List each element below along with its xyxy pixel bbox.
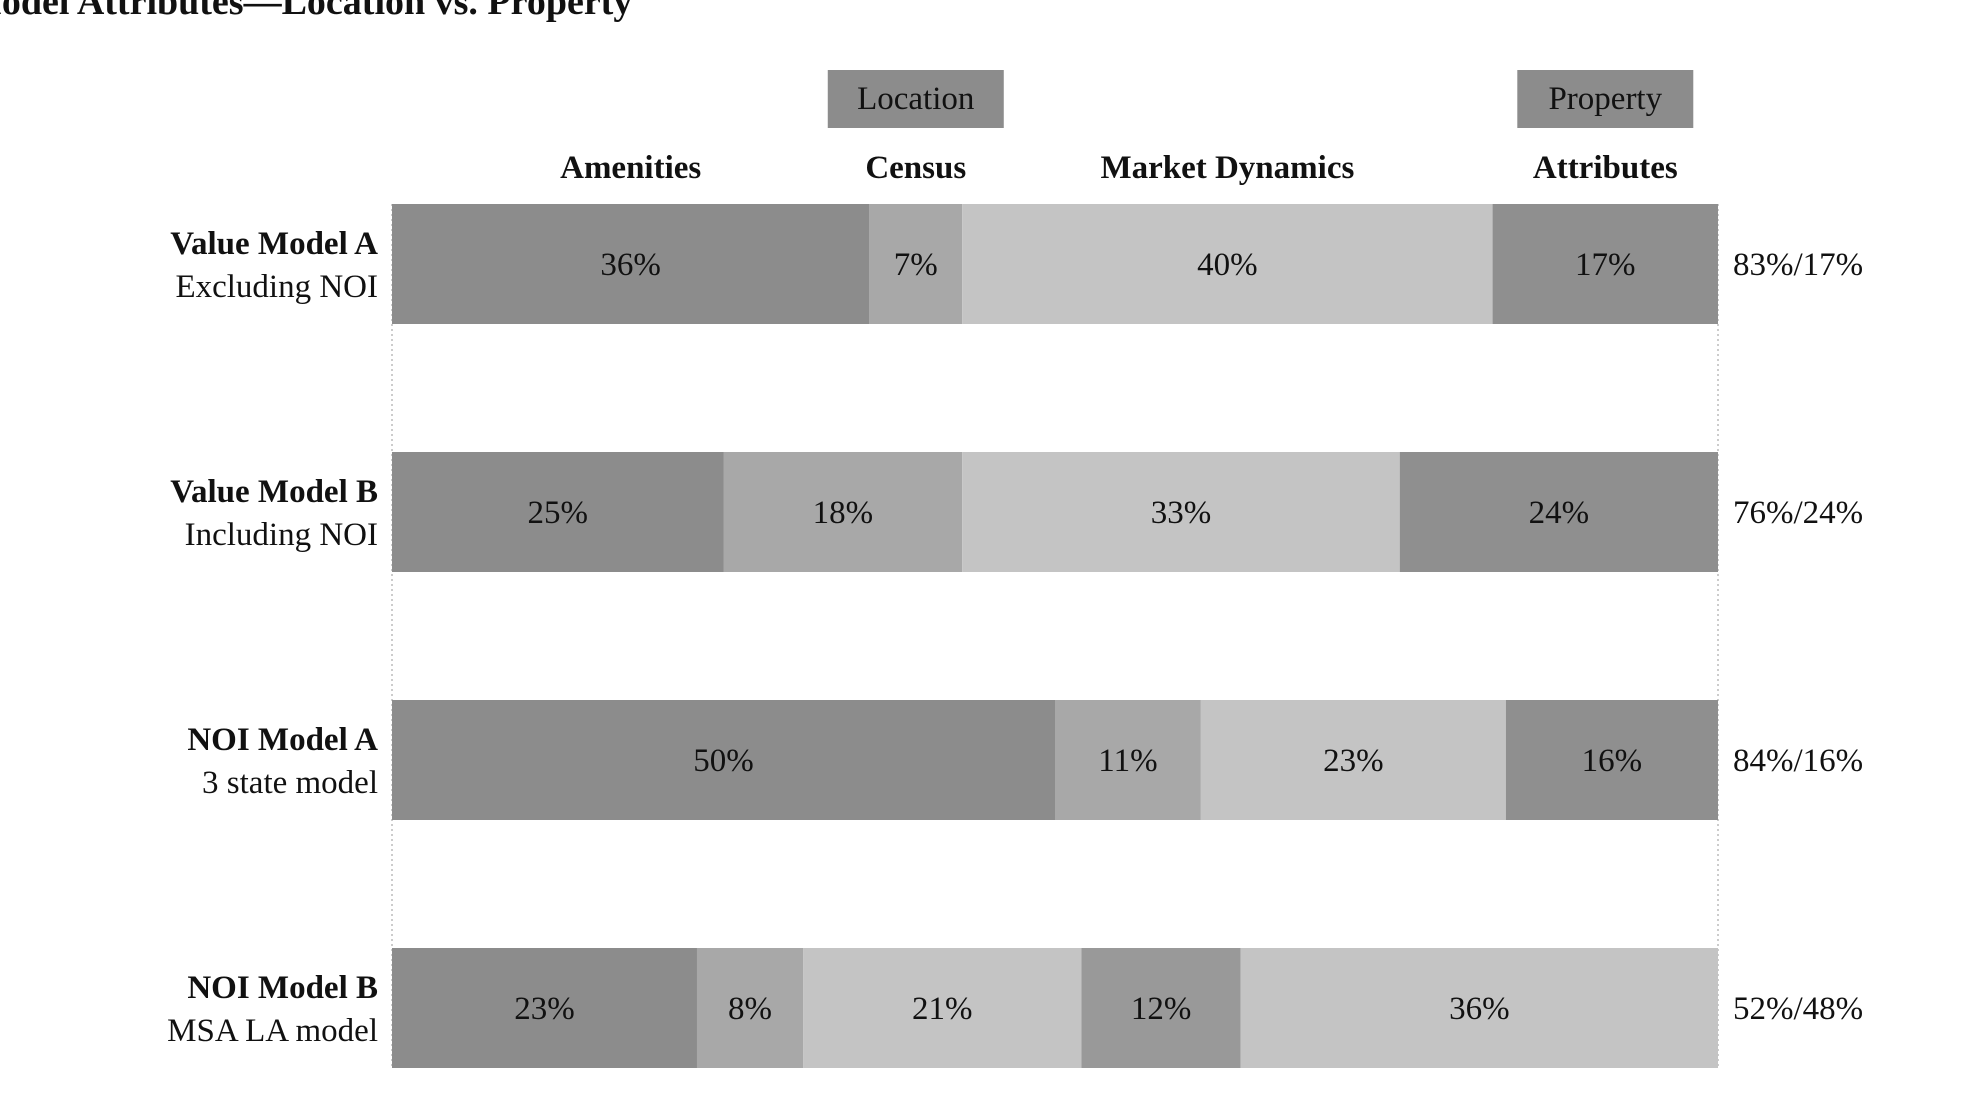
row-label: NOI Model B: [187, 970, 378, 1006]
bar-segment: [392, 948, 697, 1068]
row-label: Value Model B: [170, 474, 378, 510]
group-label: Property: [1548, 81, 1662, 117]
group-box: [827, 70, 1004, 128]
bar-segment: [962, 452, 1400, 572]
bar-segment: [1505, 700, 1718, 820]
value-label: 36%: [1449, 991, 1510, 1027]
bar-segment: [1055, 700, 1201, 820]
column-header: Census: [865, 150, 966, 186]
value-label: 8%: [728, 991, 772, 1027]
value-label: 7%: [894, 247, 938, 283]
value-label: 23%: [514, 991, 575, 1027]
column-header: Attributes: [1533, 150, 1678, 186]
bar-segment: [803, 948, 1082, 1068]
value-label: 36%: [600, 247, 661, 283]
value-label: 12%: [1131, 991, 1192, 1027]
row-label: NOI Model A: [187, 722, 378, 758]
value-label: 11%: [1098, 743, 1157, 779]
bar-segment: [1399, 452, 1718, 572]
bar-segment: [962, 204, 1493, 324]
row-summary: 76%/24%: [1733, 495, 1863, 531]
bar-segment: [696, 948, 804, 1068]
bar-segment: [392, 452, 724, 572]
bar-segment: [1492, 204, 1718, 324]
value-label: 50%: [693, 743, 754, 779]
group-label: Location: [857, 81, 974, 117]
row-label: Value Model A: [170, 226, 378, 262]
column-header: Amenities: [560, 150, 701, 186]
row-sublabel: 3 state model: [202, 765, 378, 801]
row-summary: 52%/48%: [1733, 991, 1863, 1027]
bar-segment: [723, 452, 963, 572]
row-summary: 83%/17%: [1733, 247, 1863, 283]
column-header: Market Dynamics: [1100, 150, 1354, 186]
bar-segment: [392, 700, 1055, 820]
chart-title: Model Attributes—Location vs. Property: [0, 0, 632, 23]
value-label: 24%: [1529, 495, 1590, 531]
value-label: 21%: [912, 991, 973, 1027]
group-box: [1517, 70, 1694, 128]
row-sublabel: Including NOI: [185, 517, 378, 553]
bar-segment: [1081, 948, 1241, 1068]
row-sublabel: Excluding NOI: [175, 269, 378, 305]
row-summary: 84%/16%: [1733, 743, 1863, 779]
value-label: 33%: [1151, 495, 1212, 531]
value-label: 25%: [528, 495, 589, 531]
bar-segment: [869, 204, 963, 324]
row-sublabel: MSA LA model: [167, 1013, 378, 1049]
value-label: 17%: [1575, 247, 1636, 283]
value-label: 18%: [813, 495, 874, 531]
value-label: 23%: [1323, 743, 1384, 779]
value-label: 40%: [1197, 247, 1258, 283]
bar-segment: [392, 204, 870, 324]
bar-segment: [1240, 948, 1718, 1068]
value-label: 16%: [1582, 743, 1643, 779]
bar-segment: [1200, 700, 1506, 820]
